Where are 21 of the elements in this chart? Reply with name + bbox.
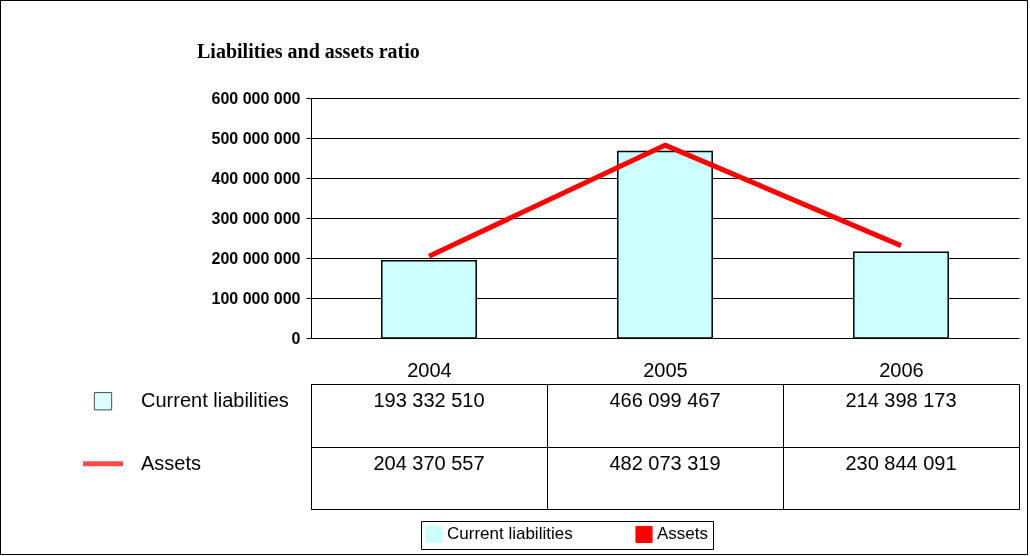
data-label: 214 398 173 [845,389,957,412]
data-label: 204 370 557 [373,451,485,474]
y-tick-label: 600 000 000 [211,89,301,107]
y-tick-label: 0 [291,329,301,347]
y-tick-label: 200 000 000 [211,249,301,267]
x-tick-label: 2006 [879,358,924,381]
legend-label: Assets [657,524,709,544]
data-label: 466 099 467 [609,389,721,412]
text: Assets [141,451,202,474]
y-tick-label: 100 000 000 [211,289,301,307]
chart-title: Liabilities and assets ratio [197,40,420,62]
y-tick-label: 500 000 000 [211,129,301,147]
data-label: 230 844 091 [845,451,957,474]
x-tick-label: 2004 [407,358,452,381]
text: Current liabilities [447,524,573,544]
data-label: 482 073 319 [609,451,721,474]
data-label: 193 332 510 [373,389,485,412]
x-tick-label: 2005 [643,358,688,381]
y-tick-label: 400 000 000 [211,169,301,187]
y-tick-label: 300 000 000 [211,209,301,227]
legend-label: Current liabilities [141,389,289,412]
